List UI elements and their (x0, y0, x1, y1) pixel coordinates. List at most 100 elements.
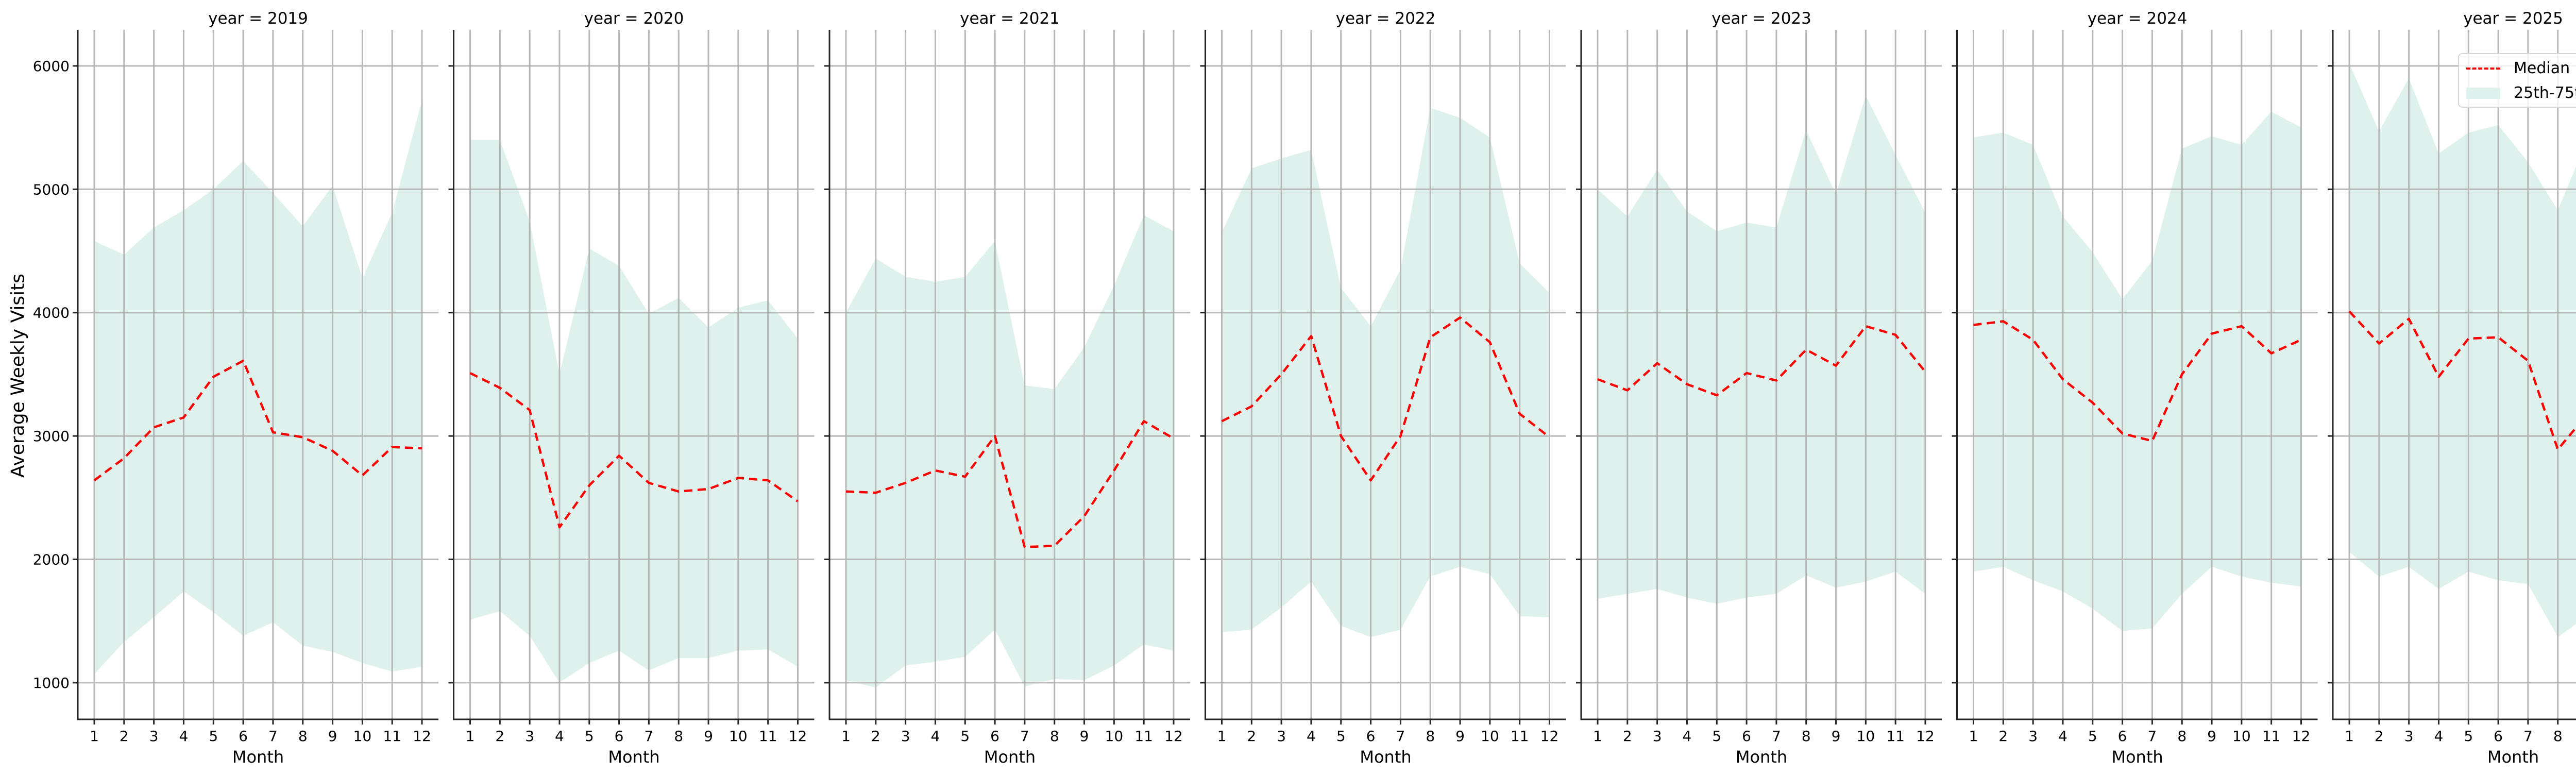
x-tick-label: 11 (383, 728, 401, 745)
x-tick-label: 3 (1277, 728, 1286, 745)
x-tick-label: 10 (1105, 728, 1124, 745)
x-tick-label: 6 (1366, 728, 1376, 745)
x-tick-label: 4 (555, 728, 564, 745)
x-tick-label: 3 (1653, 728, 1662, 745)
y-tick-label: 5000 (33, 181, 70, 198)
x-tick-label: 4 (931, 728, 940, 745)
x-tick-label: 4 (1683, 728, 1692, 745)
facet-title: year = 2023 (1711, 9, 1811, 28)
y-tick-label: 4000 (33, 305, 70, 322)
x-tick-label: 3 (525, 728, 534, 745)
x-tick-label: 1 (90, 728, 99, 745)
x-tick-label: 5 (1712, 728, 1721, 745)
x-tick-label: 1 (841, 728, 851, 745)
x-tick-label: 11 (1886, 728, 1905, 745)
median-line (469, 372, 799, 529)
x-tick-label: 7 (644, 728, 653, 745)
facet-title: year = 2021 (960, 9, 1060, 28)
x-tick-label: 4 (2434, 728, 2444, 745)
percentile-band (1973, 111, 2301, 631)
x-tick-label: 10 (2232, 728, 2251, 745)
x-tick-label: 10 (353, 728, 372, 745)
x-axis-label: Month (2111, 747, 2163, 767)
x-tick-label: 9 (1080, 728, 1089, 745)
x-tick-label: 5 (2088, 728, 2097, 745)
percentile-band (470, 140, 798, 683)
x-tick-label: 5 (1336, 728, 1346, 745)
filled-band-swatch-icon (2466, 88, 2500, 99)
x-tick-label: 4 (1307, 728, 1316, 745)
y-tick-label: 2000 (33, 551, 70, 568)
x-tick-label: 1 (1969, 728, 1978, 745)
x-axis-label: Month (1736, 747, 1787, 767)
x-tick-label: 9 (328, 728, 337, 745)
x-tick-label: 9 (1832, 728, 1841, 745)
x-tick-label: 9 (1455, 728, 1465, 745)
x-tick-label: 12 (2292, 728, 2311, 745)
x-axis-label: Month (232, 747, 284, 767)
x-tick-label: 11 (1134, 728, 1153, 745)
percentile-band (1598, 95, 1925, 604)
facet-title: year = 2025 (2463, 9, 2563, 28)
x-tick-label: 1 (2345, 728, 2354, 745)
x-tick-label: 12 (789, 728, 807, 745)
x-tick-label: 6 (990, 728, 999, 745)
x-tick-label: 8 (298, 728, 308, 745)
x-tick-label: 2 (1623, 728, 1632, 745)
x-axis-label: Month (984, 747, 1036, 767)
x-tick-label: 2 (1247, 728, 1256, 745)
x-tick-label: 12 (1540, 728, 1559, 745)
x-tick-label: 2 (2375, 728, 2384, 745)
y-tick-label: 3000 (33, 428, 70, 445)
x-tick-label: 2 (495, 728, 504, 745)
x-tick-label: 5 (209, 728, 218, 745)
x-tick-label: 8 (1426, 728, 1435, 745)
x-tick-label: 5 (585, 728, 594, 745)
dashed-line-swatch-icon (2466, 68, 2500, 70)
legend-label-median: Median (2514, 59, 2570, 77)
x-tick-label: 6 (1742, 728, 1751, 745)
x-axis-label: Month (608, 747, 659, 767)
x-tick-label: 8 (2553, 728, 2563, 745)
median-line (1973, 320, 2302, 442)
percentile-band (846, 215, 1174, 688)
x-tick-label: 7 (268, 728, 278, 745)
x-tick-label: 3 (2028, 728, 2038, 745)
x-tick-label: 7 (2147, 728, 2157, 745)
x-axis-label: Month (1360, 747, 1411, 767)
x-tick-label: 11 (759, 728, 777, 745)
percentile-band (1222, 108, 1550, 637)
x-tick-label: 8 (2177, 728, 2187, 745)
facet-title: year = 2020 (584, 9, 684, 28)
legend-label-percentile-band: 25th-75th Percentile (2514, 84, 2576, 102)
facet-title: year = 2024 (2088, 9, 2188, 28)
x-tick-label: 8 (1802, 728, 1811, 745)
y-tick-label: 1000 (33, 675, 70, 692)
x-tick-label: 10 (729, 728, 748, 745)
x-tick-label: 3 (2404, 728, 2414, 745)
x-tick-label: 12 (1916, 728, 1935, 745)
x-tick-label: 9 (704, 728, 713, 745)
x-tick-label: 4 (2058, 728, 2067, 745)
x-tick-label: 7 (1020, 728, 1029, 745)
x-tick-label: 6 (239, 728, 248, 745)
x-tick-label: 8 (674, 728, 683, 745)
x-tick-label: 2 (1998, 728, 2008, 745)
median-line (845, 420, 1175, 548)
median-line (93, 359, 422, 482)
x-tick-label: 6 (2494, 728, 2503, 745)
y-tick-label: 6000 (33, 58, 70, 75)
median-line (2348, 310, 2576, 451)
x-tick-label: 2 (871, 728, 880, 745)
x-tick-label: 2 (120, 728, 129, 745)
x-tick-label: 8 (1050, 728, 1059, 745)
x-tick-label: 11 (1511, 728, 1529, 745)
